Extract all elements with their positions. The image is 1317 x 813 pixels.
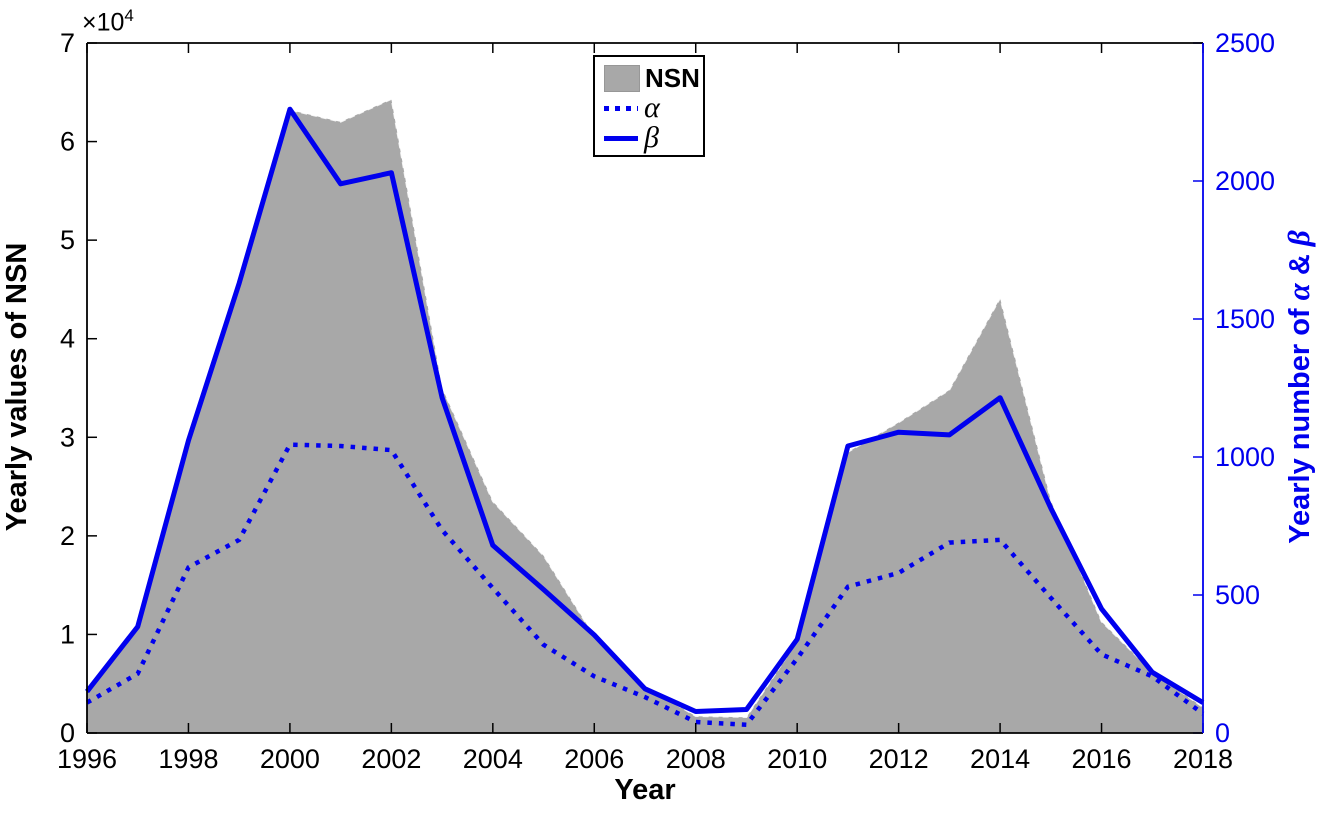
legend: NSN α β <box>593 55 705 157</box>
beta-symbol: β <box>1281 230 1316 247</box>
x-tick-label: 2006 <box>564 744 624 774</box>
left-axis-multiplier: ×104 <box>82 6 134 37</box>
left-tick-label: 2 <box>60 521 75 551</box>
x-axis-title: Year <box>614 774 676 806</box>
right-tick-label: 1500 <box>1215 304 1275 334</box>
legend-label-nsn: NSN <box>645 62 700 93</box>
left-tick-label: 0 <box>60 718 75 748</box>
x-tick-label: 2018 <box>1173 744 1233 774</box>
x-tick-label: 2008 <box>666 744 726 774</box>
x-tick-label: 2014 <box>970 744 1030 774</box>
left-tick-label: 5 <box>60 225 75 255</box>
right-tick-label: 500 <box>1215 580 1260 610</box>
alpha-symbol: α <box>1281 283 1316 301</box>
legend-entry-nsn: NSN <box>595 63 703 93</box>
right-tick-label: 0 <box>1215 718 1230 748</box>
left-tick-label: 4 <box>60 324 75 354</box>
x-tick-label: 1996 <box>57 744 117 774</box>
alpha-dotted-swatch <box>604 105 638 111</box>
multiplier-base: ×10 <box>82 8 125 37</box>
x-tick-label: 2002 <box>361 744 421 774</box>
right-axis-title-prefix: Yearly number of <box>1284 300 1316 544</box>
axes-layer <box>86 42 1204 734</box>
legend-entry-beta: β <box>595 121 703 154</box>
legend-label-alpha: α <box>644 91 660 124</box>
alpha-line <box>85 442 1205 728</box>
x-tick-label: 2016 <box>1072 744 1132 774</box>
x-tick-label: 2004 <box>463 744 523 774</box>
ticks-layer: 1996 1998 2000 2002 2004 2006 2008 2010 2012 2014… <box>57 28 1275 774</box>
beta-line-layer <box>85 106 1205 714</box>
right-axis-title-amp: & <box>1284 246 1316 284</box>
left-tick-label: 3 <box>60 422 75 452</box>
left-axis-title: Yearly values of NSN <box>1 242 33 532</box>
nsn-area-swatch <box>604 64 640 92</box>
left-tick-label: 1 <box>60 619 75 649</box>
legend-entry-alpha: α <box>595 91 703 124</box>
legend-label-beta: β <box>644 121 659 154</box>
left-tick-label: 7 <box>60 28 75 58</box>
right-tick-label: 2500 <box>1215 28 1275 58</box>
right-tick-label: 1000 <box>1215 442 1275 472</box>
alpha-line-layer <box>85 442 1205 728</box>
right-tick-label: 2000 <box>1215 166 1275 196</box>
beta-line <box>85 106 1205 714</box>
nsn-area <box>87 99 1203 733</box>
multiplier-exponent: 4 <box>124 6 134 25</box>
x-tick-label: 2010 <box>767 744 827 774</box>
left-tick-label: 6 <box>60 127 75 157</box>
x-tick-label: 2000 <box>260 744 320 774</box>
x-tick-label: 1998 <box>158 744 218 774</box>
beta-solid-swatch <box>604 135 638 141</box>
x-tick-label: 2012 <box>869 744 929 774</box>
right-axis-title: Yearly number of α & β <box>1281 42 1317 732</box>
nsn-area-layer <box>86 98 1204 733</box>
